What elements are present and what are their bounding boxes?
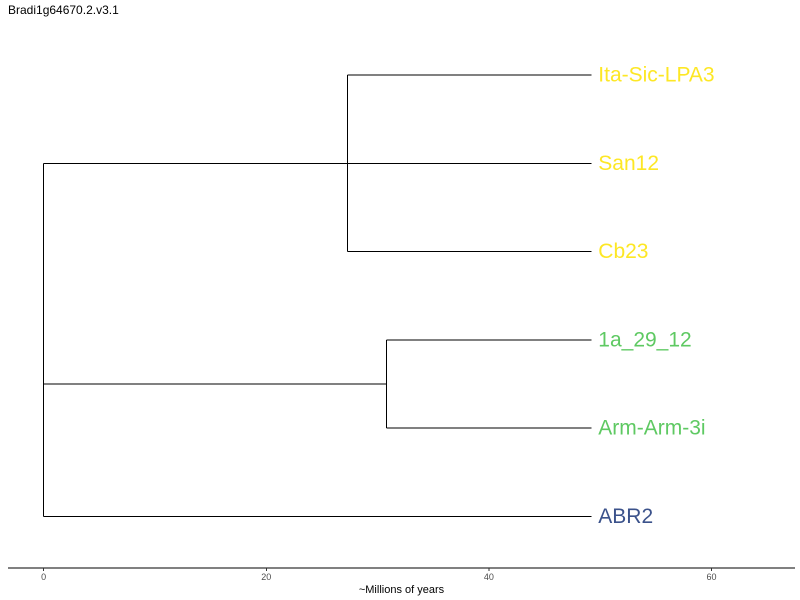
- tree-branches: [43, 74, 592, 517]
- x-axis-ticks: 0 20 40 60: [41, 568, 717, 582]
- x-axis: 0 20 40 60 ~Millions of years: [8, 567, 795, 596]
- x-axis-title: ~Millions of years: [359, 584, 445, 596]
- x-tick-label: 40: [484, 572, 494, 582]
- leaf-label-1a-29-12: 1a_29_12: [598, 328, 691, 351]
- chart-title: Bradi1g64670.2.v3.1: [8, 3, 119, 17]
- leaf-label-san12: San12: [598, 152, 659, 175]
- x-tick-label: 60: [707, 572, 717, 582]
- leaf-labels: Ita-Sic-LPA3 San12 Cb23 1a_29_12 Arm-Arm-3i A…: [598, 64, 714, 529]
- leaf-label-arm-arm-3i: Arm-Arm-3i: [598, 417, 705, 440]
- leaf-label-cb23: Cb23: [598, 240, 648, 263]
- leaf-label-ita-sic-lpa3: Ita-Sic-LPA3: [598, 64, 714, 87]
- leaf-label-abr2: ABR2: [598, 505, 653, 528]
- x-tick-label: 0: [41, 572, 46, 582]
- x-tick-label: 20: [261, 572, 271, 582]
